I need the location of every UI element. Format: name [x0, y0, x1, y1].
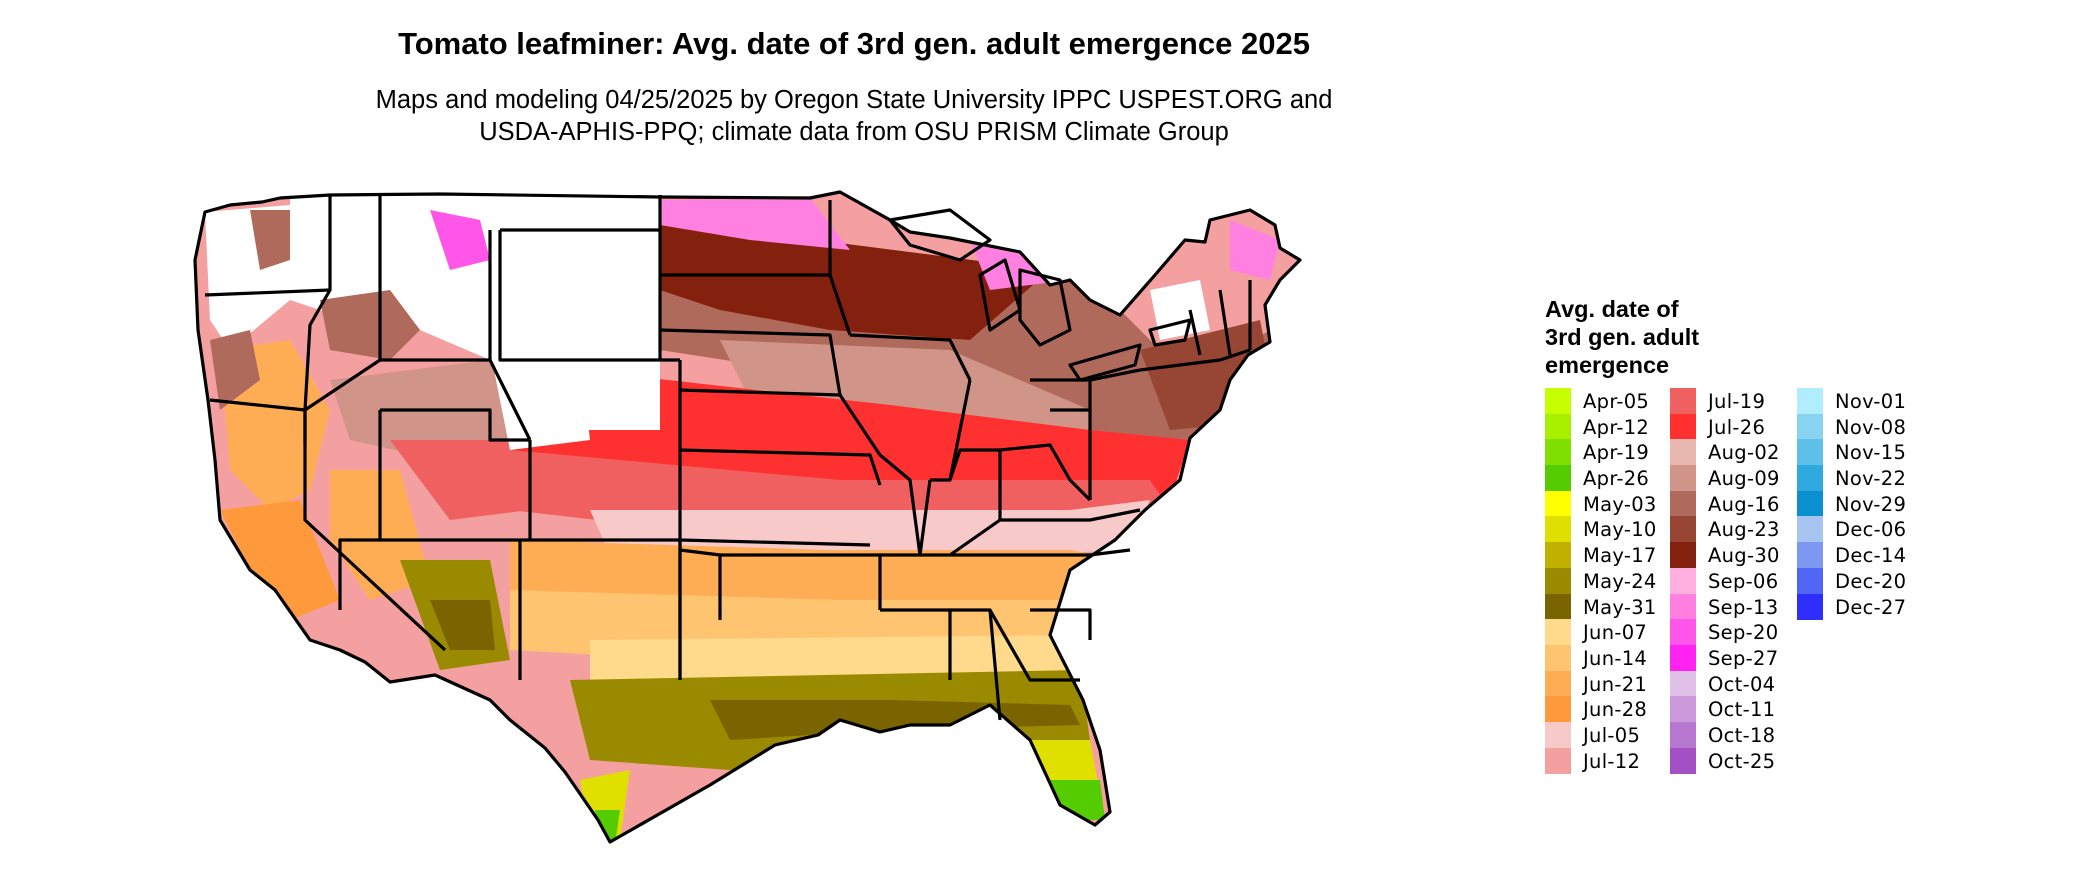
legend-swatch	[1545, 465, 1571, 492]
legend-swatch	[1670, 542, 1696, 569]
us-emergence-map	[193, 190, 1302, 844]
legend-label: Jun-14	[1583, 646, 1648, 670]
legend-label: Jul-12	[1583, 749, 1641, 773]
legend-label: Aug-16	[1708, 492, 1780, 516]
legend-swatch	[1545, 542, 1571, 569]
legend-label: Nov-08	[1835, 415, 1907, 439]
legend-swatch	[1797, 439, 1823, 466]
legend-label: Jul-05	[1583, 723, 1641, 747]
legend-label: Jun-28	[1583, 698, 1648, 722]
legend-label: May-17	[1583, 544, 1657, 568]
legend-swatch	[1670, 670, 1696, 697]
legend-label: Oct-25	[1708, 749, 1776, 773]
legend-label: Apr-12	[1583, 415, 1650, 439]
legend-swatch	[1545, 747, 1571, 774]
legend-swatch	[1545, 619, 1571, 646]
legend-swatch	[1670, 747, 1696, 774]
legend-swatch	[1545, 490, 1571, 517]
legend-swatch	[1670, 567, 1696, 594]
legend-label: May-03	[1583, 492, 1657, 516]
legend-swatch	[1545, 388, 1571, 414]
legend-label: Apr-26	[1583, 467, 1650, 491]
legend-label: Dec-27	[1835, 595, 1907, 619]
legend-swatch	[1797, 388, 1823, 414]
legend-swatch	[1545, 696, 1571, 723]
legend-swatch	[1545, 593, 1571, 620]
legend-label: Dec-14	[1835, 544, 1907, 568]
legend-label: Nov-15	[1835, 441, 1907, 465]
legend-swatch	[1797, 516, 1823, 543]
legend-swatch	[1670, 619, 1696, 646]
legend-label: Apr-05	[1583, 390, 1650, 413]
legend-label: Sep-13	[1708, 595, 1779, 619]
legend-swatch	[1797, 413, 1823, 440]
legend-swatch	[1670, 465, 1696, 492]
legend-label: Sep-20	[1708, 621, 1779, 645]
legend-swatch	[1797, 567, 1823, 594]
legend-label: Sep-06	[1708, 569, 1779, 593]
legend-label: Sep-27	[1708, 646, 1779, 670]
legend-swatch	[1545, 516, 1571, 543]
legend-swatch	[1797, 465, 1823, 492]
legend-label: Nov-01	[1835, 390, 1907, 413]
legend-label: Nov-22	[1835, 467, 1907, 491]
legend-label: Oct-11	[1708, 698, 1776, 722]
emergence-bands	[195, 192, 1300, 842]
legend-label: Jun-21	[1583, 672, 1648, 696]
map-subtitle: Maps and modeling 04/25/2025 by Oregon S…	[375, 86, 1333, 146]
legend-label: May-31	[1583, 595, 1657, 619]
legend-swatch	[1797, 542, 1823, 569]
legend-swatch	[1797, 490, 1823, 517]
legend-swatch	[1670, 413, 1696, 440]
legend-label: May-10	[1583, 518, 1657, 542]
legend-label: Aug-30	[1708, 544, 1780, 568]
legend-label: Oct-04	[1708, 672, 1776, 696]
legend-swatch	[1670, 490, 1696, 517]
legend-label: Oct-18	[1708, 723, 1776, 747]
legend-swatch	[1545, 721, 1571, 748]
legend-swatch	[1670, 721, 1696, 748]
legend-swatch	[1545, 413, 1571, 440]
legend-swatch	[1545, 670, 1571, 697]
legend-label: Jun-07	[1583, 621, 1648, 645]
legend-swatch	[1670, 439, 1696, 466]
legend-swatch	[1545, 439, 1571, 466]
legend-label: Aug-09	[1708, 467, 1780, 491]
state-borders	[193, 190, 1302, 844]
legend-label: Aug-23	[1708, 518, 1780, 542]
legend-swatch	[1545, 567, 1571, 594]
legend-label: Dec-06	[1835, 518, 1907, 542]
legend-swatch	[1797, 593, 1823, 620]
legend-label: Dec-20	[1835, 569, 1907, 593]
legend-swatch	[1670, 516, 1696, 543]
legend-label: Aug-02	[1708, 441, 1780, 465]
legend-label: Jul-19	[1708, 390, 1766, 413]
legend-swatch	[1670, 388, 1696, 414]
legend-swatch	[1545, 644, 1571, 671]
legend-swatch	[1670, 593, 1696, 620]
legend-label: May-24	[1583, 569, 1657, 593]
legend-label: Nov-29	[1835, 492, 1907, 516]
legend-swatch	[1670, 696, 1696, 723]
legend-label: Apr-19	[1583, 441, 1650, 465]
legend-label: Jul-26	[1708, 415, 1766, 439]
map-title: Tomato leafminer: Avg. date of 3rd gen. …	[398, 26, 1310, 61]
legend-title: Avg. date of 3rd gen. adult emergence	[1545, 296, 1700, 378]
legend-swatch	[1670, 644, 1696, 671]
